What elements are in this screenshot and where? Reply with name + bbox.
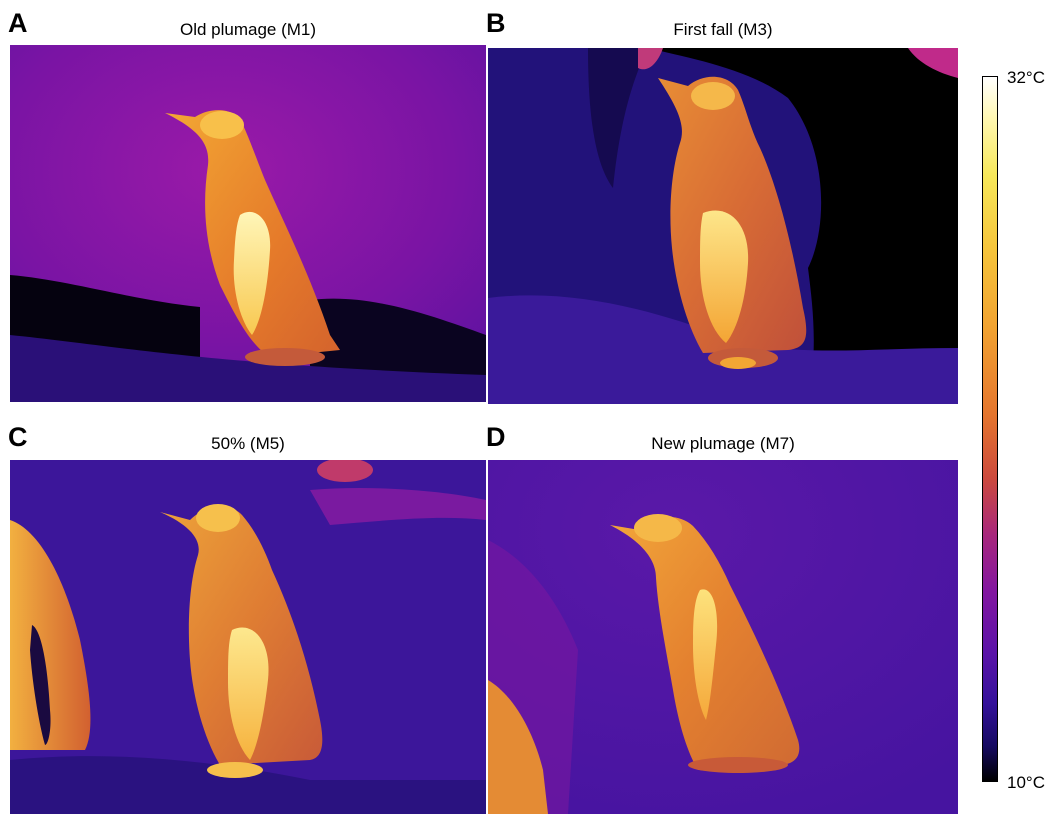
panel-b-letter: B xyxy=(486,8,506,38)
panel-a-title: Old plumage (M1) xyxy=(179,20,317,39)
thermal-image-50-percent xyxy=(10,460,486,814)
panel-c-letter: C xyxy=(8,422,28,452)
temperature-colorbar xyxy=(982,76,998,782)
panel-a-letter: A xyxy=(8,8,28,38)
panel-d-title: New plumage (M7) xyxy=(651,434,795,453)
thermal-image-first-fall xyxy=(488,48,958,404)
thermal-image-old-plumage xyxy=(10,45,486,402)
thermal-image-new-plumage xyxy=(488,460,958,814)
panel-b-title: First fall (M3) xyxy=(673,20,773,39)
panel-c-title: 50% (M5) xyxy=(211,434,285,453)
colorbar-max-label: 32°C xyxy=(1007,68,1045,87)
colorbar-min-label: 10°C xyxy=(1007,773,1045,792)
panel-d-letter: D xyxy=(486,422,506,452)
